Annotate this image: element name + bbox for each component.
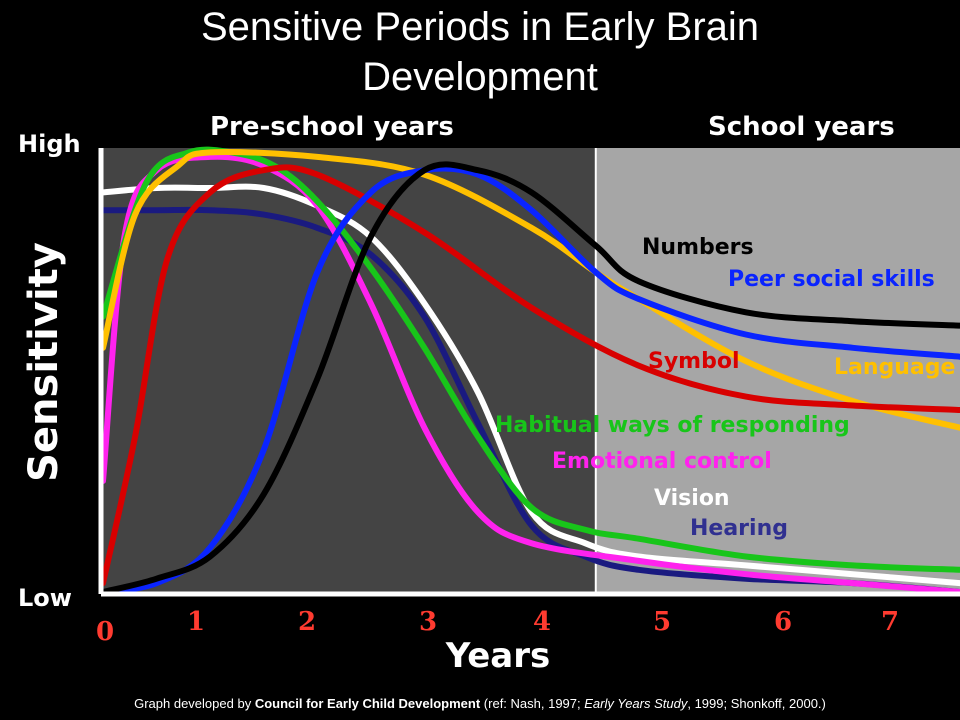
credit-mid2: , 1999; Shonkoff, 2000.) [687, 696, 826, 711]
series-label-language: Language [834, 355, 955, 380]
series-label-peer-social-skills: Peer social skills [728, 267, 935, 292]
series-label-numbers: Numbers [642, 235, 754, 260]
series-line-hearing [100, 206, 960, 595]
x-tick-label-1: 1 [187, 607, 205, 637]
x-tick-label-0: 0 [96, 617, 114, 647]
page-title: Sensitive Periods in Early Brain Develop… [0, 2, 960, 102]
region-label-school: School years [708, 112, 895, 142]
series-line-numbers [100, 161, 960, 595]
x-tick-label-4: 4 [533, 607, 551, 637]
y-high-label: High [18, 130, 81, 158]
x-axis-label: Years [445, 636, 551, 676]
credit-ref: Early Years Study [584, 696, 688, 711]
series-lines [100, 146, 960, 595]
x-tick-label-5: 5 [653, 607, 671, 637]
title-line-2: Development [362, 55, 598, 99]
region-label-preschool: Pre-school years [210, 112, 454, 142]
series-labels: Hearing Vision Emotional control Habitual w… [495, 235, 955, 541]
x-tick-labels: 0 1 2 3 4 5 6 7 [96, 607, 899, 647]
title-line-1: Sensitive Periods in Early Brain [200, 5, 760, 49]
series-label-habitual-ways-of-responding: Habitual ways of responding [495, 413, 850, 438]
series-line-vision [100, 183, 960, 587]
y-low-label: Low [18, 584, 72, 612]
series-line-language [100, 148, 960, 431]
series-label-symbol: Symbol [648, 349, 740, 374]
x-tick-label-7: 7 [881, 607, 899, 637]
x-tick-label-2: 2 [298, 607, 316, 637]
series-label-emotional-control: Emotional control [552, 449, 772, 474]
credit-line: Graph developed by Council for Early Chi… [0, 696, 960, 711]
series-line-peer-social-skills [100, 165, 960, 595]
x-tick-label-6: 6 [774, 607, 792, 637]
credit-prefix: Graph developed by [134, 696, 255, 711]
series-line-habitual-ways-of-responding [100, 146, 960, 573]
series-label-vision: Vision [654, 486, 730, 511]
axes [98, 148, 960, 597]
x-tick-label-3: 3 [419, 607, 437, 637]
series-label-hearing: Hearing [690, 516, 788, 541]
credit-org: Council for Early Child Development [254, 696, 481, 711]
credit-mid1: (ref: Nash, 1997; [480, 696, 585, 711]
